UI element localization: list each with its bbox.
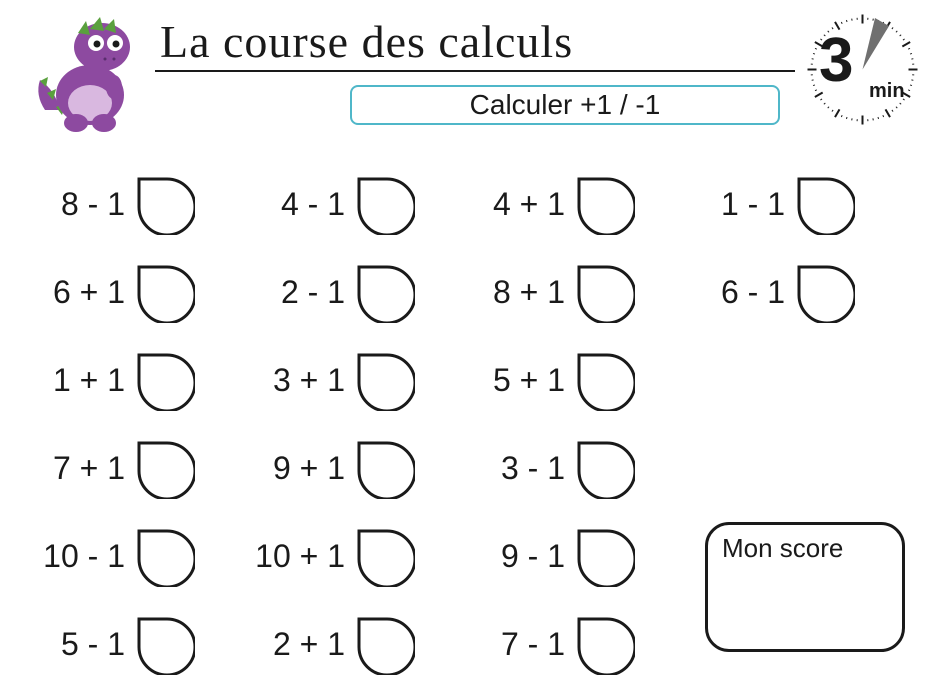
- problem-cell: 2 - 1: [250, 248, 470, 336]
- problem-cell: 5 + 1: [470, 336, 690, 424]
- worksheet-page: La course des calculs Calculer +1 / -1 3…: [0, 0, 945, 697]
- problem-cell: 3 - 1: [470, 424, 690, 512]
- expression: 6 + 1: [30, 274, 133, 311]
- expression: 2 - 1: [250, 274, 353, 311]
- score-label: Mon score: [722, 533, 843, 563]
- answer-drop[interactable]: [353, 613, 415, 675]
- expression: 8 + 1: [470, 274, 573, 311]
- timer-icon: 3 min: [805, 12, 920, 127]
- problem-cell: 1 + 1: [30, 336, 250, 424]
- problem-cell: 7 + 1: [30, 424, 250, 512]
- answer-drop[interactable]: [573, 261, 635, 323]
- expression: 4 + 1: [470, 186, 573, 223]
- problem-cell: 9 + 1: [250, 424, 470, 512]
- page-title: La course des calculs: [155, 15, 795, 72]
- problem-cell: 4 - 1: [250, 160, 470, 248]
- problem-cell: 6 + 1: [30, 248, 250, 336]
- dino-icon: [30, 15, 140, 135]
- expression: 5 - 1: [30, 626, 133, 663]
- expression: 1 - 1: [690, 186, 793, 223]
- problem-cell: 5 - 1: [30, 600, 250, 688]
- answer-drop[interactable]: [133, 525, 195, 587]
- problem-cell: 7 - 1: [470, 600, 690, 688]
- problem-cell: 10 - 1: [30, 512, 250, 600]
- expression: 1 + 1: [30, 362, 133, 399]
- expression: 7 + 1: [30, 450, 133, 487]
- answer-drop[interactable]: [133, 261, 195, 323]
- answer-drop[interactable]: [133, 173, 195, 235]
- expression: 6 - 1: [690, 274, 793, 311]
- expression: 8 - 1: [30, 186, 133, 223]
- problem-cell: 9 - 1: [470, 512, 690, 600]
- answer-drop[interactable]: [133, 349, 195, 411]
- answer-drop[interactable]: [793, 173, 855, 235]
- expression: 7 - 1: [470, 626, 573, 663]
- problem-cell: 8 + 1: [470, 248, 690, 336]
- problem-cell: 3 + 1: [250, 336, 470, 424]
- answer-drop[interactable]: [573, 173, 635, 235]
- problem-cell: 10 + 1: [250, 512, 470, 600]
- score-box[interactable]: Mon score: [705, 522, 905, 652]
- answer-drop[interactable]: [573, 525, 635, 587]
- expression: 9 - 1: [470, 538, 573, 575]
- answer-drop[interactable]: [353, 437, 415, 499]
- problem-cell: 4 + 1: [470, 160, 690, 248]
- problem-cell: 2 + 1: [250, 600, 470, 688]
- expression: 10 + 1: [250, 538, 353, 575]
- answer-drop[interactable]: [133, 613, 195, 675]
- expression: 2 + 1: [250, 626, 353, 663]
- problem-cell: 6 - 1: [690, 248, 910, 336]
- answer-drop[interactable]: [573, 437, 635, 499]
- problem-cell: 8 - 1: [30, 160, 250, 248]
- expression: 3 + 1: [250, 362, 353, 399]
- expression: 4 - 1: [250, 186, 353, 223]
- answer-drop[interactable]: [573, 613, 635, 675]
- timer-number: 3: [819, 30, 853, 92]
- problem-cell: [690, 336, 910, 424]
- expression: 10 - 1: [30, 538, 133, 575]
- problem-cell: [690, 424, 910, 512]
- answer-drop[interactable]: [133, 437, 195, 499]
- answer-drop[interactable]: [793, 261, 855, 323]
- subtitle-box: Calculer +1 / -1: [350, 85, 780, 125]
- answer-drop[interactable]: [353, 173, 415, 235]
- answer-drop[interactable]: [573, 349, 635, 411]
- expression: 5 + 1: [470, 362, 573, 399]
- answer-drop[interactable]: [353, 261, 415, 323]
- problem-cell: 1 - 1: [690, 160, 910, 248]
- expression: 9 + 1: [250, 450, 353, 487]
- timer-unit: min: [869, 80, 905, 103]
- answer-drop[interactable]: [353, 525, 415, 587]
- expression: 3 - 1: [470, 450, 573, 487]
- answer-drop[interactable]: [353, 349, 415, 411]
